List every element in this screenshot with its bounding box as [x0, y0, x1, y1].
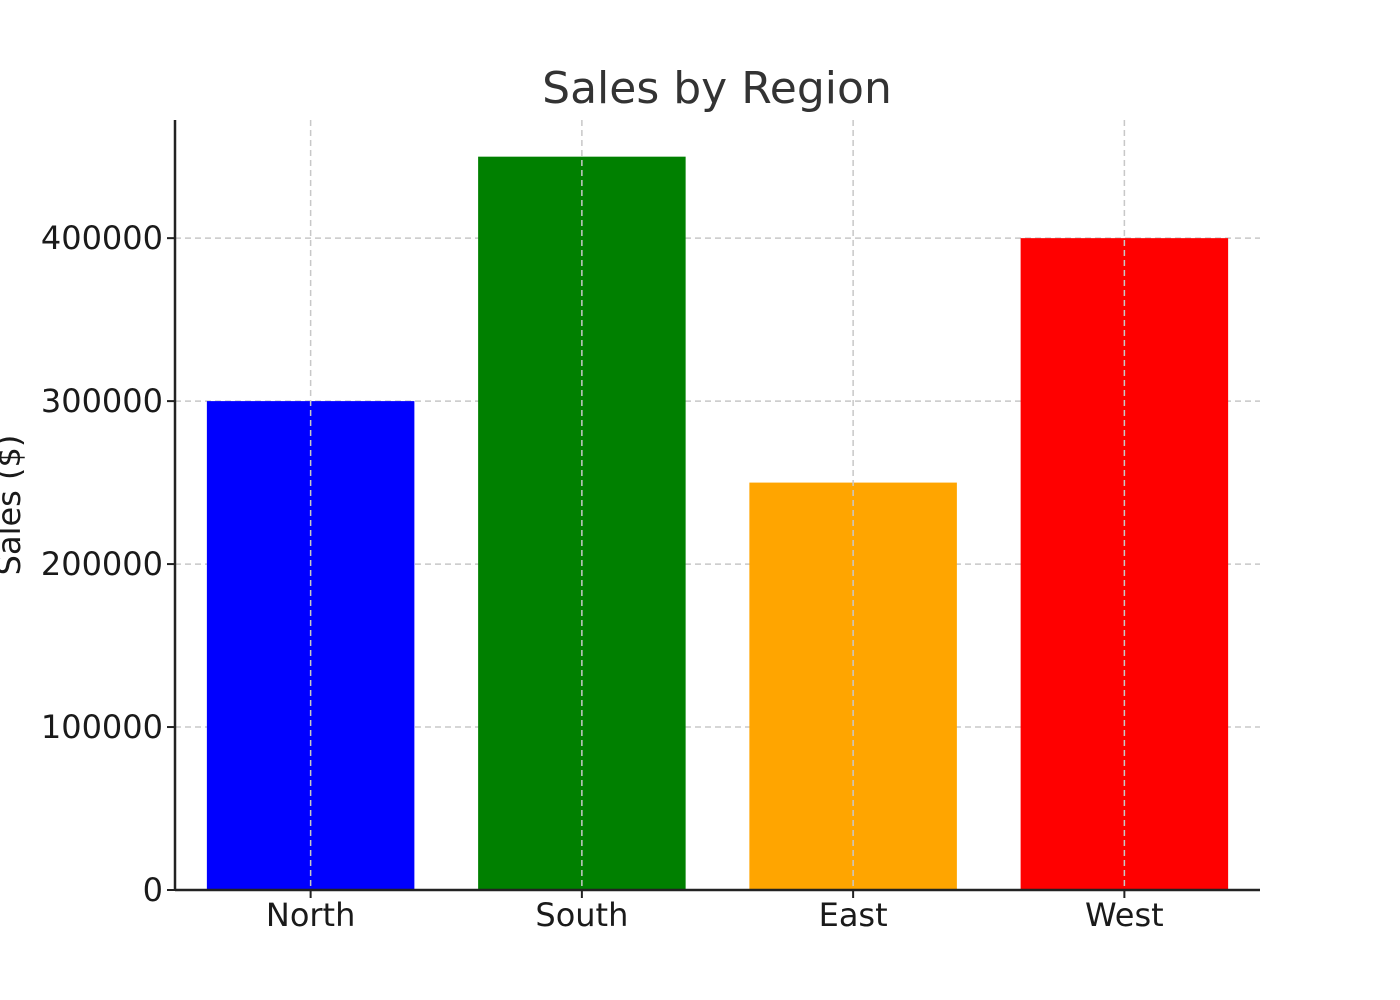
y-axis-label: Sales ($)	[0, 435, 28, 576]
tick-labels: 0 100000 200000 300000 400000 North South East W…	[41, 219, 1164, 934]
y-tick-label: 300000	[41, 382, 163, 420]
x-tick-label-north: North	[266, 896, 356, 934]
axes	[167, 120, 1260, 898]
chart-title: Sales by Region	[542, 63, 892, 114]
x-tick-label-south: South	[535, 896, 628, 934]
x-tick-label-east: East	[819, 896, 888, 934]
vertical-gridlines	[309, 120, 1126, 890]
x-tick-label-west: West	[1085, 896, 1164, 934]
y-tick-label: 0	[143, 871, 163, 909]
y-tick-label: 100000	[41, 708, 163, 746]
y-tick-label: 400000	[41, 219, 163, 257]
bars	[206, 156, 1229, 891]
y-tick-label: 200000	[41, 545, 163, 583]
